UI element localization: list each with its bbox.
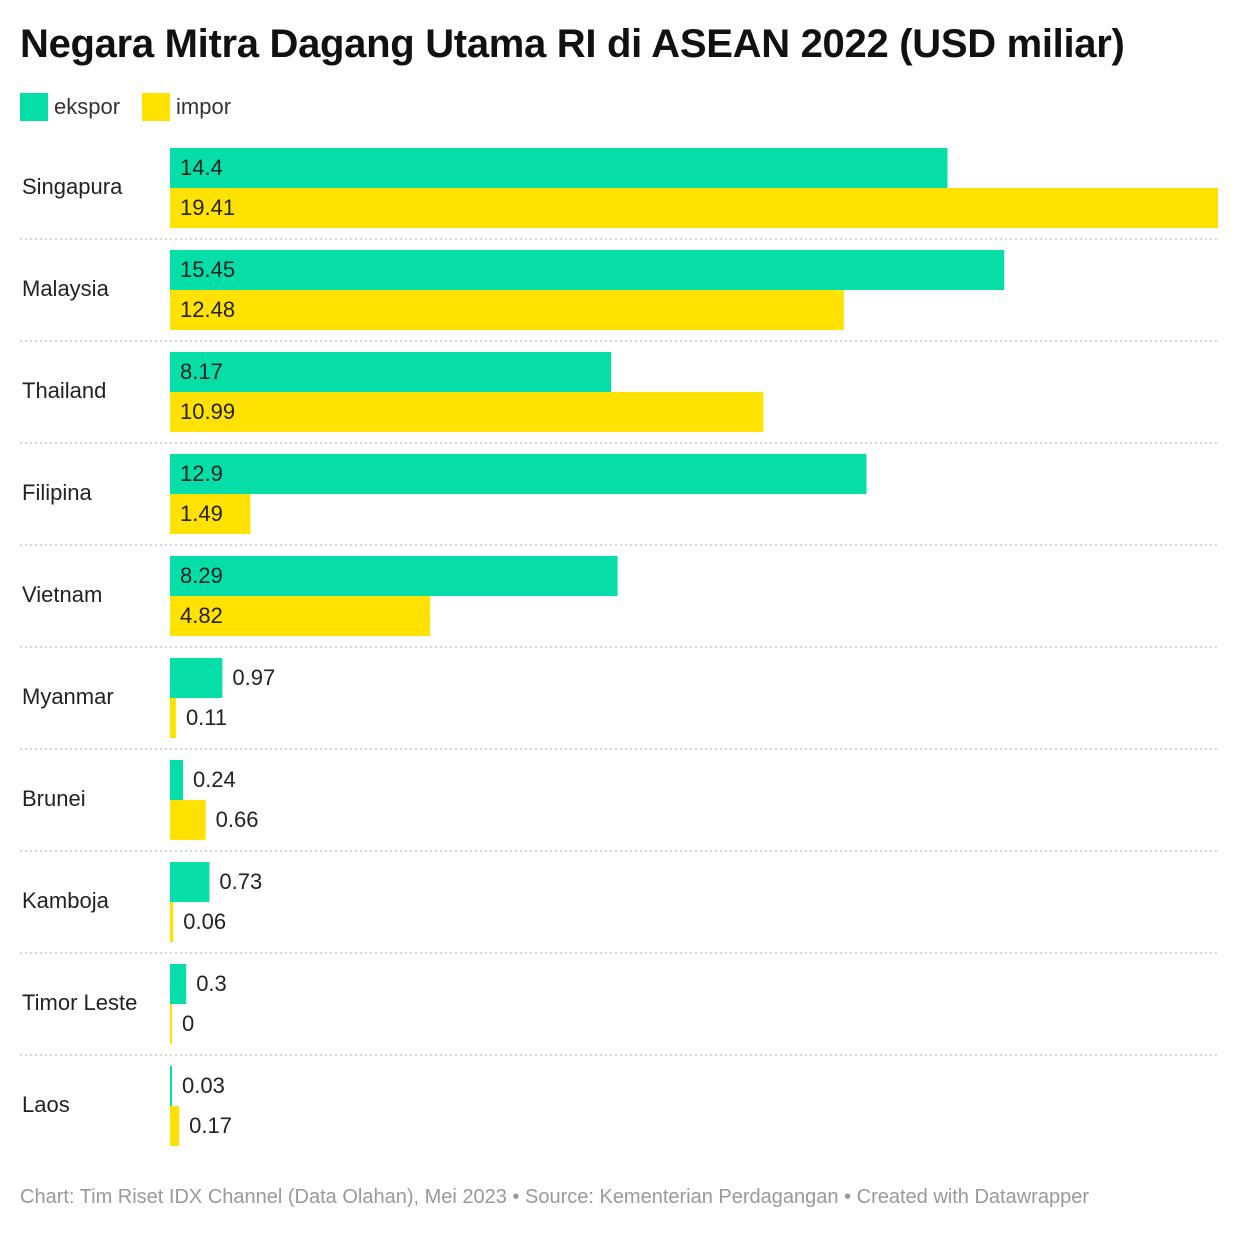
legend-item-impor: impor [142,93,231,121]
bar-ekspor [170,250,1005,290]
category-label: Malaysia [22,276,110,301]
bar-chart: Singapura 14.4 19.41 Malaysia 15.45 12.48 Thai… [20,148,1218,1146]
bar-ekspor [170,964,187,1004]
bar-ekspor [170,658,223,698]
bar-ekspor [170,352,612,392]
data-label-ekspor: 0.97 [232,665,275,690]
bar-impor [170,188,1218,228]
bar-impor [170,494,251,534]
bar-ekspor [170,760,183,800]
bar-ekspor [170,862,210,902]
bar-impor [170,698,176,738]
category-label: Singapura [22,174,123,199]
bar-impor [170,596,431,636]
data-label-ekspor: 8.17 [180,359,223,384]
category-label: Filipina [22,480,92,505]
data-label-impor: 0.17 [189,1113,232,1138]
category-label: Vietnam [22,582,102,607]
category-label: Myanmar [22,684,114,709]
data-label-impor: 0.11 [186,705,227,730]
data-label-ekspor: 14.4 [180,155,223,180]
bar-ekspor [170,556,618,596]
bar-impor [170,902,174,942]
data-label-ekspor: 0.24 [193,767,236,792]
legend-item-ekspor: ekspor [20,93,120,121]
data-label-impor: 4.82 [180,603,223,628]
bar-impor [170,290,844,330]
category-label: Laos [22,1092,70,1117]
data-label-impor: 0.66 [216,807,259,832]
data-label-impor: 19.41 [180,195,235,220]
data-label-impor: 12.48 [180,297,235,322]
legend: ekspor impor [20,92,253,122]
data-label-impor: 10.99 [180,399,235,424]
data-label-ekspor: 8.29 [180,563,223,588]
legend-swatch-impor [142,93,171,121]
data-label-ekspor: 0.03 [182,1073,225,1098]
data-label-ekspor: 0.73 [219,869,262,894]
bar-impor [170,1004,172,1044]
data-label-ekspor: 0.3 [196,971,227,996]
legend-label-impor: impor [176,94,232,119]
bar-impor [170,392,764,432]
bar-impor [170,1106,180,1146]
chart-footer: Chart: Tim Riset IDX Channel (Data Olaha… [20,1186,1089,1208]
data-label-ekspor: 12.9 [180,461,223,486]
category-label: Brunei [22,786,86,811]
data-label-impor: 0.06 [183,909,226,934]
bar-ekspor [170,148,948,188]
legend-swatch-ekspor [20,93,48,121]
category-label: Thailand [22,378,106,403]
chart-title: Negara Mitra Dagang Utama RI di ASEAN 20… [20,22,1125,66]
bar-impor [170,800,206,840]
bar-ekspor [170,454,867,494]
category-label: Kamboja [22,888,110,913]
bar-ekspor [170,1066,172,1106]
data-label-ekspor: 15.45 [180,257,235,282]
data-label-impor: 0 [182,1011,194,1036]
legend-label-ekspor: ekspor [54,94,121,119]
category-label: Timor Leste [22,990,137,1015]
data-label-impor: 1.49 [180,501,223,526]
